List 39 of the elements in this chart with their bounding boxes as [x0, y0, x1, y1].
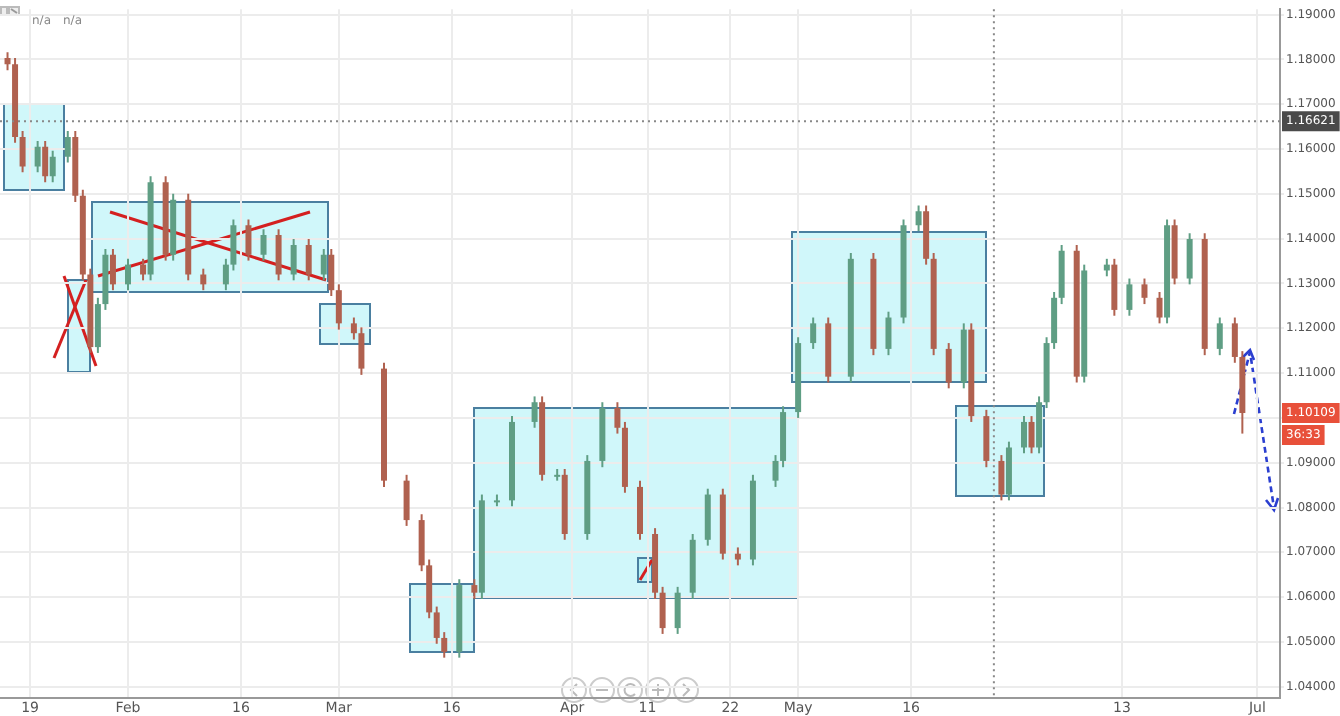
candlestick	[915, 204, 922, 233]
candlestick	[1058, 243, 1065, 306]
candlestick	[245, 218, 252, 262]
candlestick	[614, 401, 621, 435]
candlestick	[810, 316, 817, 350]
candlestick	[140, 257, 147, 282]
candlestick	[260, 228, 267, 262]
candlestick	[200, 267, 207, 292]
candlestick	[42, 139, 49, 184]
candlestick	[1028, 415, 1035, 455]
candlestick	[64, 130, 71, 164]
candlestick	[1021, 415, 1027, 455]
candlestick	[1216, 316, 1223, 357]
candlestick	[998, 454, 1005, 502]
candlestick	[19, 130, 26, 174]
candlestick	[275, 228, 282, 282]
candlestick	[885, 310, 892, 357]
candlestick	[1005, 440, 1012, 502]
candlestick	[328, 247, 335, 298]
candlestick	[1126, 277, 1133, 317]
candlestick	[109, 247, 116, 292]
candlestick	[125, 257, 131, 292]
candlestick	[49, 149, 56, 184]
candlestick	[1036, 395, 1043, 455]
candlestick	[983, 408, 990, 469]
candlestick	[34, 139, 41, 174]
candlestick	[923, 204, 930, 266]
candlestick	[320, 247, 327, 282]
candlestick	[1156, 290, 1163, 325]
candlestick	[659, 585, 666, 635]
candlestick	[1111, 257, 1118, 317]
candlestick	[290, 238, 297, 282]
candlestick	[945, 342, 952, 390]
candlestick	[1186, 232, 1193, 286]
candlestick	[305, 238, 312, 282]
candlestick	[637, 479, 643, 541]
candlestick	[704, 487, 711, 547]
candlestick	[1141, 277, 1148, 306]
candlestick	[674, 585, 681, 635]
